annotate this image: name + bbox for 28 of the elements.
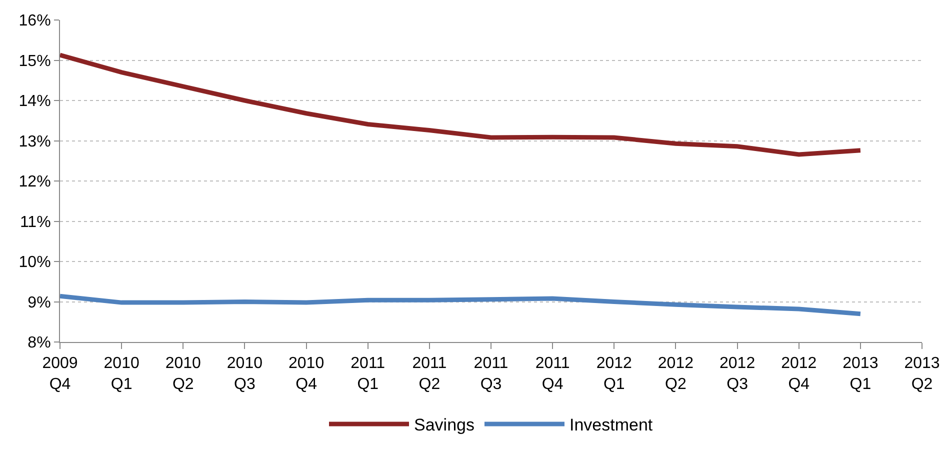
y-tick-label: 13%: [18, 133, 51, 150]
y-tick-label: 10%: [18, 254, 51, 272]
x-tick-label: 2010 Q3: [226, 355, 263, 393]
y-tick-label: 8%: [28, 334, 51, 352]
x-tick-label: 2012 Q1: [596, 355, 632, 393]
x-tick-label: 2010 Q2: [165, 355, 202, 393]
y-tick-label: 14%: [18, 93, 51, 110]
y-tick-label: 9%: [28, 294, 51, 312]
x-tick-label: 2010 Q1: [104, 355, 140, 393]
x-tick-label: 2009 Q4: [42, 355, 78, 393]
line-series: [60, 52, 863, 157]
x-tick-label: 2010 Q4: [288, 355, 324, 393]
y-tick-label: 12%: [18, 174, 51, 191]
x-tick-label: 2013 Q1: [842, 355, 878, 393]
y-tick-label: 15%: [18, 52, 51, 70]
x-tick-label: 2012 Q4: [781, 355, 817, 393]
legend-label: Savings: [414, 416, 474, 435]
x-tick-label: 2011 Q2: [412, 355, 447, 393]
x-tick-label: 2011 Q4: [535, 355, 570, 393]
x-tick-label: 2012 Q3: [719, 355, 756, 393]
line-series: [60, 294, 863, 316]
legend-label: Investment: [569, 416, 653, 435]
x-tick-label: 2011 Q3: [474, 355, 508, 393]
x-tick-label: 2013 Q2: [904, 355, 940, 393]
y-tick-label: 16%: [18, 12, 51, 30]
x-tick-label: 2011 Q1: [350, 355, 386, 393]
x-tick-label: 2012 Q2: [658, 355, 694, 393]
y-tick-label: 11%: [20, 214, 51, 231]
